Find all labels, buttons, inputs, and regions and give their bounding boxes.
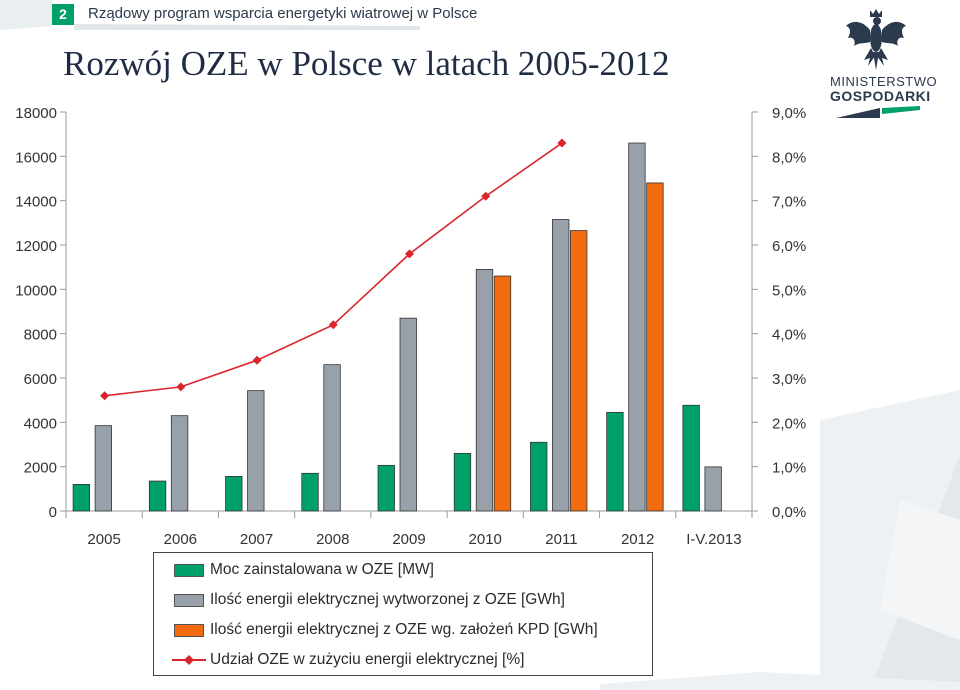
bar	[646, 182, 664, 512]
line-point	[252, 355, 262, 365]
legend-item-produkcja: Ilość energii elektrycznej wytworzonej z…	[174, 591, 565, 609]
y-tick-label: 16000	[15, 149, 57, 166]
bar	[323, 364, 341, 512]
legend-label-udzial: Udział OZE w zużyciu energii elektryczne…	[210, 651, 525, 668]
x-tick-label: 2009	[392, 531, 425, 548]
y2-tick-label: 9,0%	[772, 105, 806, 122]
series-line	[104, 142, 563, 397]
ministry-logo: MINISTERSTWO GOSPODARKI	[828, 8, 937, 124]
legend-label-produkcja: Ilość energii elektrycznej wytworzonej z…	[210, 591, 565, 608]
ministry-name-line2: GOSPODARKI	[830, 88, 931, 104]
line-point	[328, 320, 338, 330]
legend-item-kpd: Ilość energii elektrycznej z OZE wg. zał…	[174, 621, 598, 639]
y-tick-label: 2000	[24, 460, 57, 477]
bar	[682, 404, 700, 512]
bar	[493, 275, 512, 512]
x-tick-label: 2011	[545, 531, 577, 548]
bar	[606, 411, 624, 512]
chart-line	[100, 138, 567, 401]
legend-item-moc: Moc zainstalowana w OZE [MW]	[174, 561, 434, 579]
x-tick-label: 2005	[87, 531, 120, 548]
legend-item-udzial: Udział OZE w zużyciu energii elektryczne…	[172, 651, 525, 669]
bar	[72, 483, 91, 512]
y2-tick-label: 5,0%	[772, 282, 806, 299]
chart-labels: 0 2000 4000 6000 8000 10000 12000 14000 16000 180…	[15, 105, 806, 548]
header-bar: 2 Rządowy program wsparcia energetyki wi…	[0, 0, 960, 30]
y2-tick-label: 1,0%	[772, 460, 806, 477]
bar	[704, 466, 722, 512]
slide-number: 2	[52, 4, 74, 25]
y-tick-label: 6000	[24, 371, 57, 388]
y2-tick-label: 4,0%	[772, 327, 806, 344]
y-tick-label: 18000	[15, 105, 57, 122]
y2-tick-label: 8,0%	[772, 149, 806, 166]
chart-bars	[72, 142, 722, 512]
bar	[530, 441, 548, 512]
y-tick-label: 10000	[15, 282, 57, 299]
bar	[301, 472, 319, 512]
y2-tick-label: 7,0%	[772, 194, 806, 211]
y-tick-label: 12000	[15, 238, 57, 255]
ministry-name-line1: MINISTERSTWO	[830, 74, 938, 89]
page-title: Rozwój OZE w Polsce w latach 2005-2012	[63, 44, 670, 83]
y-tick-label: 14000	[15, 194, 57, 211]
header-swoosh	[0, 0, 420, 30]
legend-label-kpd: Ilość energii elektrycznej z OZE wg. zał…	[210, 621, 598, 638]
bar	[628, 142, 646, 512]
x-tick-label: I-V.2013	[686, 531, 741, 548]
logo-stripe	[836, 106, 920, 118]
x-tick-label: 2008	[316, 531, 349, 548]
bar	[552, 219, 570, 512]
eagle-emblem-icon	[846, 9, 906, 70]
y2-tick-label: 3,0%	[772, 371, 806, 388]
bar	[247, 390, 265, 512]
legend-swatch-green	[174, 564, 204, 577]
bar	[377, 464, 395, 512]
bar	[570, 230, 588, 512]
x-tick-label: 2010	[469, 531, 502, 548]
line-point	[405, 249, 414, 259]
bar	[453, 452, 472, 512]
y-tick-label: 8000	[24, 327, 57, 344]
y2-tick-label: 6,0%	[772, 238, 806, 255]
legend-line-marker-icon	[172, 655, 206, 665]
y-tick-label: 0	[49, 504, 57, 521]
chart-legend: Moc zainstalowana w OZE [MW] Ilość energ…	[153, 552, 653, 676]
x-tick-label: 2007	[240, 531, 273, 548]
line-point	[481, 191, 491, 201]
bar	[475, 268, 494, 512]
line-point	[176, 382, 186, 392]
header-subtitle: Rządowy program wsparcia energetyki wiat…	[88, 5, 478, 22]
line-point	[100, 391, 110, 401]
y-tick-label: 4000	[24, 415, 57, 432]
line-point	[557, 138, 567, 148]
bar	[399, 317, 417, 512]
bar	[148, 480, 167, 512]
x-tick-label: 2006	[164, 531, 197, 548]
y2-tick-label: 2,0%	[772, 415, 806, 432]
legend-label-moc: Moc zainstalowana w OZE [MW]	[210, 561, 434, 578]
x-tick-label: 2012	[621, 531, 654, 548]
bar	[170, 415, 189, 512]
bar	[94, 425, 113, 512]
legend-swatch-orange	[174, 624, 204, 637]
y2-tick-label: 0,0%	[772, 504, 806, 521]
legend-swatch-gray	[174, 594, 204, 607]
bar	[225, 476, 243, 512]
